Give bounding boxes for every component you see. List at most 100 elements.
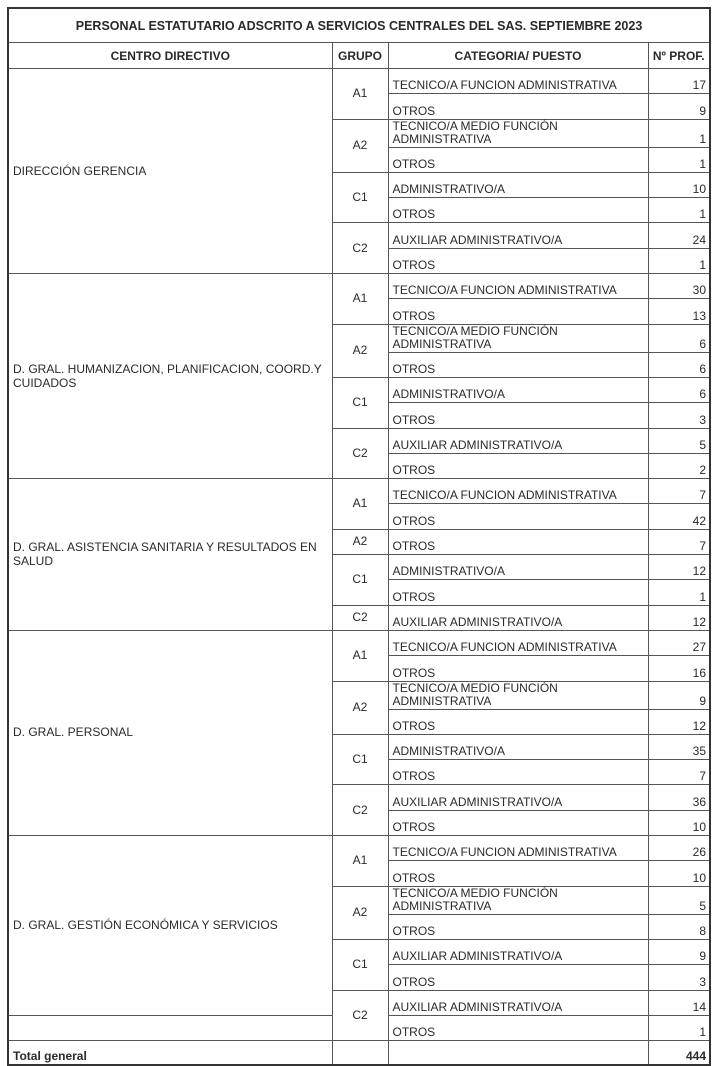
categoria-cell: TECNICO/A FUNCION ADMINISTRATIVA bbox=[387, 629, 649, 657]
nprof-cell: 7 bbox=[647, 528, 711, 556]
categoria-cell: OTROS bbox=[387, 146, 649, 173]
centro-directivo-empty bbox=[7, 1014, 333, 1042]
nprof-cell: 6 bbox=[647, 323, 711, 353]
table-row: OTROS 12 bbox=[8, 708, 711, 735]
categoria-cell: OTROS bbox=[387, 503, 649, 530]
categoria-cell: OTROS bbox=[387, 708, 649, 735]
categoria-cell: OTROS bbox=[387, 809, 649, 837]
nprof-cell: 9 bbox=[647, 93, 711, 120]
categoria-cell: AUXILIAR ADMINISTRATIVO/A bbox=[387, 222, 649, 249]
nprof-cell: 24 bbox=[647, 222, 711, 249]
nprof-cell: 3 bbox=[647, 402, 711, 429]
nprof-cell: 1 bbox=[647, 118, 711, 148]
categoria-cell: OTROS bbox=[387, 452, 649, 480]
total-value: 444 bbox=[647, 1040, 711, 1066]
categoria-cell: TECNICO/A MEDIO FUNCIÓN ADMINISTRATIVA bbox=[387, 680, 649, 710]
grupo-cell: C2 bbox=[331, 222, 389, 275]
categoria-cell: TECNICO/A MEDIO FUNCIÓN ADMINISTRATIVA bbox=[387, 118, 649, 148]
table-row: A2 TECNICO/A MEDIO FUNCIÓN ADMINISTRATIVA… bbox=[8, 885, 711, 940]
table-row: A2 OTROS 7 bbox=[8, 528, 711, 556]
total-empty-grupo bbox=[331, 1040, 389, 1066]
categoria-cell: AUXILIAR ADMINISTRATIVO/A bbox=[387, 604, 649, 631]
table-row: D. GRAL. ASISTENCIA SANITARIA Y RESULTAD… bbox=[7, 478, 711, 631]
categoria-cell: OTROS bbox=[387, 1014, 649, 1042]
categoria-cell: TECNICO/A FUNCION ADMINISTRATIVA bbox=[387, 273, 649, 300]
centro-directivo: D. GRAL. ASISTENCIA SANITARIA Y RESULTAD… bbox=[7, 478, 333, 631]
table-row: C2 AUXILIAR ADMINISTRATIVO/A 5 bbox=[8, 427, 711, 480]
categoria-cell: OTROS bbox=[387, 93, 649, 120]
centro-directivo: D. GRAL. GESTIÓN ECONÓMICA Y SERVICIOS bbox=[7, 835, 333, 1016]
nprof-cell: 30 bbox=[647, 273, 711, 300]
grupo-cell: C2 bbox=[331, 784, 389, 837]
categoria-cell: TECNICO/A FUNCION ADMINISTRATIVA bbox=[387, 835, 649, 862]
grupo-cell: C1 bbox=[331, 376, 389, 429]
nprof-cell: 7 bbox=[647, 759, 711, 786]
nprof-cell: 5 bbox=[647, 885, 711, 915]
categoria-cell: OTROS bbox=[387, 655, 649, 682]
table-row: OTROS 1 bbox=[8, 146, 711, 173]
grupo-cell: C1 bbox=[331, 554, 389, 606]
nprof-cell: 9 bbox=[647, 680, 711, 710]
centro-directivo: D. GRAL. HUMANIZACION, PLANIFICACION, CO… bbox=[7, 273, 333, 480]
table-title: PERSONAL ESTATUTARIO ADSCRITO A SERVICIO… bbox=[7, 7, 711, 43]
nprof-cell: 1 bbox=[647, 247, 711, 275]
grupo-cell: A1 bbox=[331, 68, 389, 120]
table-row: OTROS 13 bbox=[8, 298, 711, 325]
total-empty-categoria bbox=[387, 1040, 649, 1066]
table-row: OTROS 3 bbox=[8, 964, 711, 991]
table-row: C2 AUXILIAR ADMINISTRATIVO/A 12 bbox=[8, 604, 711, 631]
table-row: D. GRAL. PERSONAL A1 TECNICO/A FUNCION ADM… bbox=[7, 629, 711, 837]
categoria-cell: OTROS bbox=[387, 579, 649, 606]
grupo-cell: A2 bbox=[331, 680, 389, 735]
nprof-cell: 7 bbox=[647, 478, 711, 505]
table-row: A2 TECNICO/A MEDIO FUNCIÓN ADMINISTRATIVA… bbox=[8, 323, 711, 378]
categoria-cell: OTROS bbox=[387, 197, 649, 224]
grupo-cell: C1 bbox=[331, 938, 389, 991]
nprof-cell: 10 bbox=[647, 860, 711, 887]
grupo-cell: A1 bbox=[331, 629, 389, 682]
table-row: OTROS 1 bbox=[8, 579, 711, 606]
nprof-cell: 1 bbox=[647, 146, 711, 173]
categoria-cell: TECNICO/A MEDIO FUNCIÓN ADMINISTRATIVA bbox=[387, 323, 649, 353]
categoria-cell: AUXILIAR ADMINISTRATIVO/A bbox=[387, 427, 649, 454]
categoria-cell: OTROS bbox=[387, 298, 649, 325]
table-row: D. GRAL. GESTIÓN ECONÓMICA Y SERVICIOS A1… bbox=[7, 835, 711, 1016]
table-row: A2 TECNICO/A MEDIO FUNCIÓN ADMINISTRATIVA… bbox=[8, 680, 711, 735]
table-row: C2 AUXILIAR ADMINISTRATIVO/A 24 bbox=[8, 222, 711, 275]
nprof-cell: 12 bbox=[647, 604, 711, 631]
nprof-cell: 1 bbox=[647, 197, 711, 224]
header-centro: CENTRO DIRECTIVO bbox=[7, 42, 333, 69]
categoria-cell: AUXILIAR ADMINISTRATIVO/A bbox=[387, 989, 649, 1016]
nprof-cell: 8 bbox=[647, 913, 711, 940]
staff-table-wrapper: PERSONAL ESTATUTARIO ADSCRITO A SERVICIO… bbox=[7, 7, 712, 1066]
centro-directivo: D. GRAL. PERSONAL bbox=[7, 629, 333, 837]
table-row: OTROS 1 bbox=[8, 197, 711, 224]
nprof-cell: 35 bbox=[647, 733, 711, 761]
nprof-cell: 1 bbox=[647, 1014, 711, 1042]
header-nprof: Nº PROF. bbox=[647, 42, 711, 69]
categoria-cell: TECNICO/A FUNCION ADMINISTRATIVA bbox=[387, 478, 649, 505]
nprof-cell: 3 bbox=[647, 964, 711, 991]
categoria-cell: AUXILIAR ADMINISTRATIVO/A bbox=[387, 784, 649, 811]
grupo-cell: C2 bbox=[331, 604, 389, 631]
grupo-cell: C2 bbox=[331, 989, 389, 1042]
grupo-cell: A2 bbox=[331, 323, 389, 378]
categoria-cell: ADMINISTRATIVO/A bbox=[387, 554, 649, 581]
nprof-cell: 10 bbox=[647, 809, 711, 837]
table-row: C1 ADMINISTRATIVO/A 12 bbox=[8, 554, 711, 606]
nprof-cell: 12 bbox=[647, 708, 711, 735]
grupo-cell: C1 bbox=[331, 171, 389, 224]
grupo-cell: A1 bbox=[331, 835, 389, 887]
nprof-cell: 6 bbox=[647, 351, 711, 378]
nprof-cell: 13 bbox=[647, 298, 711, 325]
table-row: C1 ADMINISTRATIVO/A 10 bbox=[8, 171, 711, 224]
grupo-cell: A1 bbox=[331, 478, 389, 530]
categoria-cell: OTROS bbox=[387, 913, 649, 940]
nprof-cell: 5 bbox=[647, 427, 711, 454]
categoria-cell: TECNICO/A MEDIO FUNCIÓN ADMINISTRATIVA bbox=[387, 885, 649, 915]
categoria-cell: AUXILIAR ADMINISTRATIVO/A bbox=[387, 938, 649, 966]
table-row: OTROS 7 bbox=[8, 759, 711, 786]
nprof-cell: 17 bbox=[647, 67, 711, 95]
table-row: C2 AUXILIAR ADMINISTRATIVO/A 36 bbox=[8, 784, 711, 837]
nprof-cell: 2 bbox=[647, 452, 711, 480]
